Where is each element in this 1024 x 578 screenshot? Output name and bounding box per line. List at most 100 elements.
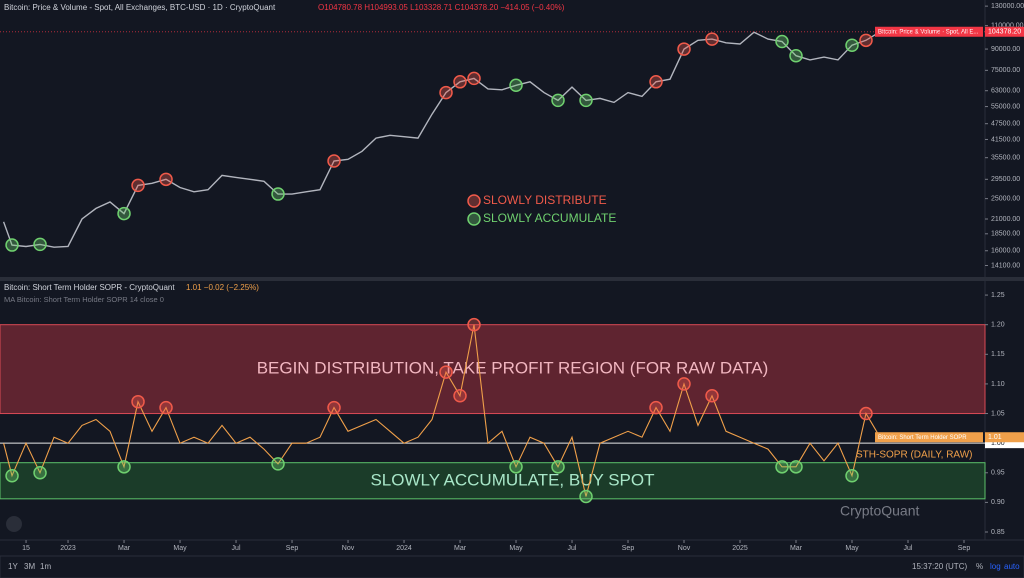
series-line	[3, 324, 881, 497]
sopr-signal	[649, 400, 663, 415]
price-signal	[5, 238, 19, 252]
legend-marker	[467, 194, 481, 208]
x-tick-label: Sep	[622, 545, 635, 552]
price-signal	[845, 38, 859, 52]
tv-logo	[6, 516, 22, 532]
sopr-signal	[775, 460, 789, 474]
ma-title: MA Bitcoin: Short Term Holder SOPR 14 cl…	[4, 295, 164, 304]
chart-title: Bitcoin: Price & Volume - Spot, All Exch…	[4, 3, 276, 12]
y-tick-label: 35500.00	[991, 155, 1020, 162]
last-value-label: 1.01	[988, 434, 1002, 441]
watermark: CryptoQuant	[840, 503, 919, 519]
last-value-label: 104378.20	[988, 29, 1021, 36]
sopr-signal	[33, 466, 47, 480]
sopr-signal	[453, 389, 467, 403]
band-label: SLOWLY ACCUMULATE, BUY SPOT	[370, 470, 654, 489]
sopr-signal	[271, 457, 285, 471]
sopr-signal	[131, 394, 145, 409]
price-signal	[677, 42, 691, 56]
price-signal	[33, 237, 47, 252]
x-tick-label: 2023	[60, 545, 76, 552]
series-line	[2, 31, 881, 248]
sopr-signal	[859, 406, 873, 421]
sopr-signal	[509, 460, 523, 474]
series-name: Bitcoin: Price & Volume - Spot, All E...	[878, 29, 979, 35]
y-tick-label: 21000.00	[991, 216, 1020, 223]
y-tick-label: 0.85	[991, 529, 1005, 536]
x-tick-label: Jul	[568, 545, 577, 552]
price-signal	[551, 93, 565, 108]
series-name-tag	[875, 26, 983, 37]
y-tick-label: 1.15	[991, 351, 1005, 358]
y-tick-label: 1.10	[991, 381, 1005, 388]
sopr-signal	[845, 468, 859, 483]
legend-label: SLOWLY DISTRIBUTE	[483, 193, 607, 207]
clock: 15:37:20 (UTC)	[912, 562, 967, 571]
sopr-signal	[705, 389, 719, 403]
price-signal	[453, 75, 467, 89]
x-tick-label: May	[509, 545, 523, 552]
scale-option[interactable]: auto	[1004, 562, 1020, 571]
price-signal	[509, 78, 523, 93]
price-signal	[467, 71, 481, 86]
x-tick-label: Mar	[454, 545, 467, 552]
x-tick-label: 2024	[396, 545, 412, 552]
y-tick-label: 14100.00	[991, 262, 1020, 269]
y-tick-label: 63000.00	[991, 88, 1020, 95]
price-signal	[789, 48, 803, 63]
x-tick-label: Mar	[118, 545, 131, 552]
series-name: Bitcoin: Short Term Holder SOPR	[878, 435, 967, 441]
sopr-signal	[327, 400, 341, 415]
y-tick-label: 0.95	[991, 470, 1005, 477]
price-signal	[159, 172, 173, 187]
indicator-title: Bitcoin: Short Term Holder SOPR - Crypto…	[4, 283, 175, 292]
band	[0, 462, 986, 500]
scale-option[interactable]: %	[976, 562, 983, 571]
price-signal	[271, 187, 285, 201]
indicator-values: 1.01 −0.02 (−2.25%)	[186, 283, 259, 292]
price-signal	[439, 85, 453, 100]
range-button[interactable]: 1m	[40, 562, 51, 571]
price-signal	[705, 32, 719, 46]
price-signal	[859, 33, 873, 48]
x-tick-label: Sep	[286, 545, 299, 552]
y-tick-label: 29500.00	[991, 176, 1020, 183]
range-button[interactable]: 3M	[24, 562, 35, 571]
price-signal	[327, 154, 341, 168]
scale-option[interactable]: log	[990, 562, 1001, 571]
x-tick-label: 15	[22, 545, 30, 552]
last-value-tag	[985, 26, 1024, 37]
legend-marker	[467, 212, 481, 226]
range-button[interactable]: 1Y	[8, 562, 18, 571]
x-tick-label: Jul	[232, 545, 241, 552]
x-tick-label: Nov	[342, 545, 355, 552]
price-signal	[131, 178, 145, 193]
band-label: BEGIN DISTRIBUTION, TAKE PROFIT REGION (…	[257, 359, 769, 378]
sopr-signal	[159, 400, 173, 415]
y-tick-label: 18500.00	[991, 231, 1020, 238]
x-tick-label: Nov	[678, 545, 691, 552]
y-tick-label: 1.25	[991, 292, 1005, 299]
y-tick-label: 47500.00	[991, 121, 1020, 128]
y-tick-label: 1.05	[991, 410, 1005, 417]
price-signal	[649, 75, 663, 89]
price-signal	[579, 93, 593, 108]
x-tick-label: 2025	[732, 545, 748, 552]
x-tick-label: Jul	[904, 545, 913, 552]
y-tick-label: 41500.00	[991, 136, 1020, 143]
y-tick-label: 75000.00	[991, 67, 1020, 74]
y-tick-label: 0.90	[991, 499, 1005, 506]
y-tick-label: 110000.00	[991, 22, 1024, 29]
sopr-signal	[579, 489, 593, 504]
y-tick-label: 130000.00	[991, 3, 1024, 10]
bottom-toolbar	[0, 555, 1024, 578]
x-tick-label: May	[173, 545, 187, 552]
y-tick-label: 25000.00	[991, 195, 1020, 202]
x-tick-label: Mar	[790, 545, 803, 552]
sopr-annotation: STH-SOPR (DAILY, RAW)	[856, 450, 973, 461]
sopr-signal	[551, 460, 565, 474]
ohlc: O104780.78 H104993.05 L103328.71 C104378…	[318, 3, 565, 12]
sopr-signal	[439, 365, 453, 379]
sopr-signal	[117, 460, 131, 474]
price-signal	[775, 34, 789, 49]
